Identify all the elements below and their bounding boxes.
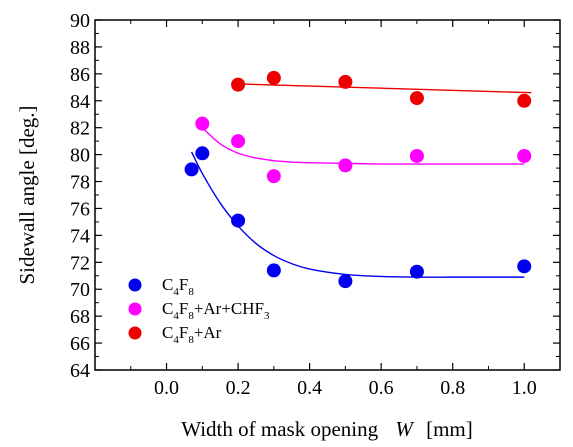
legend-label-part: 8 xyxy=(188,334,194,346)
legend-label: C4F8+Ar xyxy=(162,323,222,346)
data-point xyxy=(338,74,353,89)
x-axis-title-unit: [mm] xyxy=(426,417,473,441)
y-axis-title: Sidewall angle [deg.] xyxy=(15,105,39,284)
fit-curve xyxy=(201,127,525,165)
data-point xyxy=(231,77,246,92)
data-point xyxy=(409,91,424,106)
y-tick-label: 68 xyxy=(70,306,90,328)
y-tick-label: 88 xyxy=(70,37,90,59)
x-axis-title: Width of mask opening W [mm] xyxy=(181,417,473,441)
y-tick-label: 70 xyxy=(70,279,90,301)
legend-label-part: 8 xyxy=(188,286,194,298)
legend-label-part: C xyxy=(162,275,173,294)
data-point xyxy=(231,213,246,228)
legend-marker xyxy=(128,302,142,316)
data-point xyxy=(231,134,246,149)
legend-marker xyxy=(128,278,142,292)
legend-label-part: F xyxy=(179,275,188,294)
legend-label-part: C xyxy=(162,299,173,318)
x-axis-title-symbol: W xyxy=(395,417,415,441)
y-tick-label: 82 xyxy=(70,118,90,140)
fit-curves xyxy=(190,83,532,278)
legend-label-part: C xyxy=(162,323,173,342)
legend-marker xyxy=(128,326,142,340)
fit-curve xyxy=(238,83,532,94)
data-point xyxy=(195,116,210,131)
data-point xyxy=(517,259,532,274)
data-point xyxy=(517,93,532,108)
data-point xyxy=(409,264,424,279)
y-tick-label: 64 xyxy=(70,360,90,382)
x-tick-label: 0.0 xyxy=(154,377,179,399)
y-tick-label: 78 xyxy=(70,172,90,194)
legend-label: C4F8+Ar+CHF3 xyxy=(162,299,270,322)
legend-label-part: 4 xyxy=(173,310,179,322)
data-point xyxy=(338,158,353,173)
x-axis-title-main: Width of mask opening xyxy=(181,417,378,441)
data-point xyxy=(266,169,281,184)
legend-label-part: F xyxy=(179,323,188,342)
y-tick-label: 66 xyxy=(70,333,90,355)
y-tick-label: 86 xyxy=(70,64,90,86)
legend-label: C4F8 xyxy=(162,275,194,298)
data-point xyxy=(517,148,532,163)
y-tick-label: 90 xyxy=(70,10,90,32)
data-point xyxy=(409,148,424,163)
legend-label-part: +Ar xyxy=(194,323,222,342)
legend-label-part: 8 xyxy=(188,310,194,322)
legend-label-part: 3 xyxy=(264,310,270,322)
legend-label-part: 4 xyxy=(173,286,179,298)
data-point xyxy=(338,274,353,289)
x-axis-ticks: 0.0 0.2 0.4 0.6 0.8 1.0 xyxy=(130,20,561,399)
x-tick-label: 0.4 xyxy=(297,377,322,399)
y-tick-label: 74 xyxy=(70,225,90,247)
legend-label-part: +Ar+CHF xyxy=(194,299,264,318)
x-tick-label: 1.0 xyxy=(512,377,537,399)
data-point xyxy=(184,162,199,177)
legend-label-part: F xyxy=(179,299,188,318)
y-tick-label: 84 xyxy=(70,91,90,113)
y-tick-label: 80 xyxy=(70,145,90,167)
x-tick-label: 0.8 xyxy=(440,377,465,399)
y-tick-label: 72 xyxy=(70,252,90,274)
y-tick-label: 76 xyxy=(70,198,90,220)
data-point xyxy=(195,146,210,161)
data-point xyxy=(266,70,281,85)
x-tick-label: 0.2 xyxy=(226,377,251,399)
data-points xyxy=(184,70,532,289)
fit-curve xyxy=(190,151,525,278)
x-tick-label: 0.6 xyxy=(369,377,394,399)
legend-label-part: 4 xyxy=(173,334,179,346)
data-point xyxy=(266,263,281,278)
